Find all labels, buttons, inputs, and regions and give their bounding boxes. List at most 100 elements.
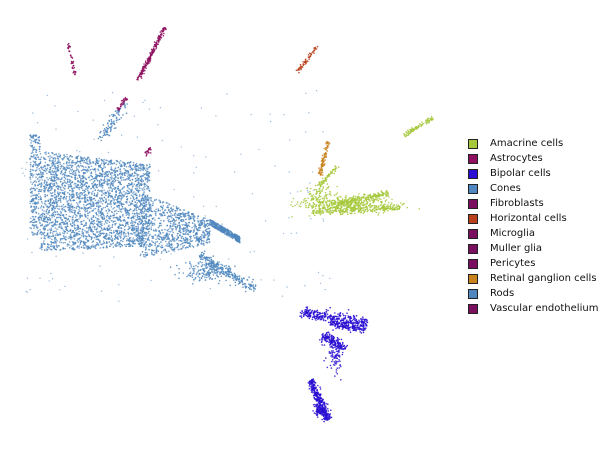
cell-point: [137, 228, 139, 230]
cell-point: [89, 163, 91, 165]
cell-point: [86, 170, 88, 173]
cell-point: [108, 179, 111, 182]
cell-point: [145, 241, 147, 243]
cell-point: [42, 212, 44, 215]
cell-point: [225, 229, 227, 232]
cell-point: [210, 223, 212, 226]
cell-point: [76, 234, 79, 236]
cell-point: [38, 139, 40, 141]
cell-point: [109, 215, 112, 217]
cell-point: [99, 223, 102, 226]
cell-point: [55, 238, 57, 241]
cell-point: [32, 194, 34, 197]
cell-point: [145, 197, 147, 199]
cell-point: [53, 175, 55, 178]
cell-point: [58, 205, 60, 208]
cell-point: [171, 214, 174, 217]
cell-point: [148, 175, 150, 177]
cell-point: [131, 212, 134, 215]
cell-point: [65, 226, 67, 228]
cell-point: [69, 223, 72, 226]
cell-point: [96, 242, 98, 244]
cell-point: [150, 215, 153, 217]
cell-point: [38, 176, 41, 178]
cell-point: [66, 153, 68, 156]
cell-point: [106, 182, 109, 185]
cell-point: [176, 242, 178, 245]
cell-point: [55, 244, 58, 246]
cell-point: [148, 245, 151, 248]
cell-point: [74, 174, 76, 177]
cell-point: [92, 161, 95, 164]
cell-point: [40, 197, 42, 199]
cell-point: [47, 229, 49, 231]
cell-point: [185, 226, 187, 229]
cell-point: [30, 195, 32, 197]
cell-point: [133, 217, 135, 220]
cell-point: [39, 162, 42, 165]
cell-point: [55, 153, 57, 156]
cell-point: [99, 214, 102, 217]
cell-point: [110, 236, 113, 238]
cell-point: [135, 219, 137, 221]
cell-point: [127, 192, 129, 195]
cell-point: [146, 194, 149, 197]
cell-point: [59, 192, 62, 194]
cell-point: [172, 231, 175, 234]
cell-point: [182, 232, 184, 235]
cell-point: [205, 241, 208, 243]
cell-point: [43, 191, 46, 193]
cell-point: [140, 164, 143, 166]
cell-point: [95, 173, 97, 176]
cell-point: [161, 214, 164, 217]
cell-point: [98, 183, 101, 185]
cell-point: [34, 154, 36, 156]
cell-point: [116, 170, 119, 172]
cell-point: [50, 248, 53, 251]
cell-point: [181, 247, 183, 250]
cell-point: [66, 201, 69, 203]
cell-point: [146, 198, 148, 200]
cell-point: [83, 241, 85, 244]
cell-point: [82, 245, 85, 247]
cell-point: [144, 214, 147, 217]
cell-point: [161, 244, 163, 247]
cell-point: [58, 153, 60, 155]
cell-point: [46, 243, 49, 245]
cell-point: [77, 184, 79, 186]
cell-point: [128, 192, 131, 194]
cell-point: [133, 227, 135, 229]
cell-point: [151, 244, 153, 246]
cell-point: [155, 249, 158, 252]
cell-point: [76, 194, 78, 196]
cell-point: [57, 193, 60, 196]
cell-point: [100, 183, 103, 185]
cell-point: [197, 236, 199, 238]
cell-point: [53, 230, 56, 233]
cell-point: [146, 181, 149, 183]
cell-point: [132, 221, 134, 223]
cell-point: [143, 244, 145, 246]
cell-point: [193, 215, 195, 217]
cell-point: [101, 189, 103, 192]
cell-point: [111, 226, 113, 228]
cell-point: [109, 176, 112, 179]
cell-point: [29, 164, 32, 166]
cell-point: [83, 224, 86, 227]
cell-point: [144, 237, 147, 240]
cell-point: [122, 161, 124, 164]
cell-point: [166, 238, 168, 240]
cell-point: [76, 160, 79, 163]
cell-point: [136, 237, 139, 239]
cell-point: [64, 210, 66, 212]
cell-point: [139, 183, 142, 185]
cell-point: [189, 231, 191, 234]
cell-point: [50, 173, 53, 176]
cell-point: [59, 199, 62, 201]
cell-point: [180, 237, 183, 240]
cell-point: [75, 169, 77, 172]
cell-point: [137, 240, 140, 243]
cell-point: [65, 182, 67, 185]
cell-point: [98, 205, 100, 207]
cell-point: [58, 241, 61, 243]
